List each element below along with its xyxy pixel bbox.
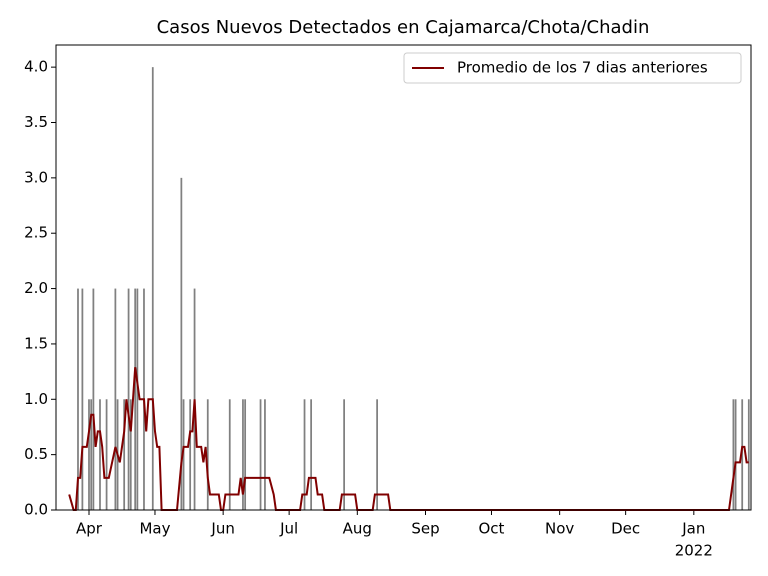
x-tick-label: Dec [611,520,640,538]
y-tick-label: 1.0 [24,390,48,408]
bar [105,399,108,510]
bar [734,399,737,510]
bar [90,399,93,510]
line [68,367,749,511]
x-tick-label: Apr [76,520,103,538]
legend: Promedio de los 7 dias anteriores [403,52,742,84]
y-tick-label: 3.5 [24,113,48,131]
bar [244,399,247,510]
bar [151,67,154,511]
bar [136,288,139,510]
bar [77,288,79,510]
bar [92,288,95,510]
x-tick-label: Nov [545,520,574,538]
bar [189,399,192,510]
bar [180,177,183,510]
bar [81,288,84,510]
bar [259,399,262,510]
chart-title: Casos Nuevos Detectados en Cajamarca/Cho… [157,17,650,38]
bar [264,399,266,510]
bar [303,399,306,510]
y-tick-label: 0.0 [24,501,48,519]
x-tick-label: May [139,520,170,538]
y-tick-label: 2.5 [24,224,48,242]
x-tick-label: Oct [479,520,505,538]
bar [129,399,132,510]
x-tick-label: Aug [343,520,372,538]
bar [182,399,185,510]
x-tick-label: Sep [411,520,439,538]
y-tick-label: 3.0 [24,168,48,186]
bar [114,288,117,510]
bar [88,399,90,510]
bar [242,399,244,510]
bar [123,399,126,510]
bar [343,399,345,510]
y-tick-label: 0.5 [24,445,48,463]
legend-label: Promedio de los 7 dias anteriores [457,59,708,77]
bar [134,288,137,510]
y-tick-label: 1.5 [24,334,48,352]
bar [127,288,130,510]
plot-frame [55,44,752,511]
bar [732,399,735,510]
y-tick-label: 4.0 [24,58,48,76]
bar [741,399,744,510]
bar [376,399,378,510]
bar [206,399,209,510]
x-tick-sublabel: 2022 [675,542,713,560]
bar [310,399,313,510]
bar [228,399,231,510]
legend-box [403,52,742,84]
x-tick-label: Jul [279,520,298,538]
x-tick-label: Jun [210,520,234,538]
y-tick-label: 2.0 [24,279,48,297]
x-tick-label: Jan [681,520,705,538]
bar [747,399,750,510]
bar [99,399,101,510]
